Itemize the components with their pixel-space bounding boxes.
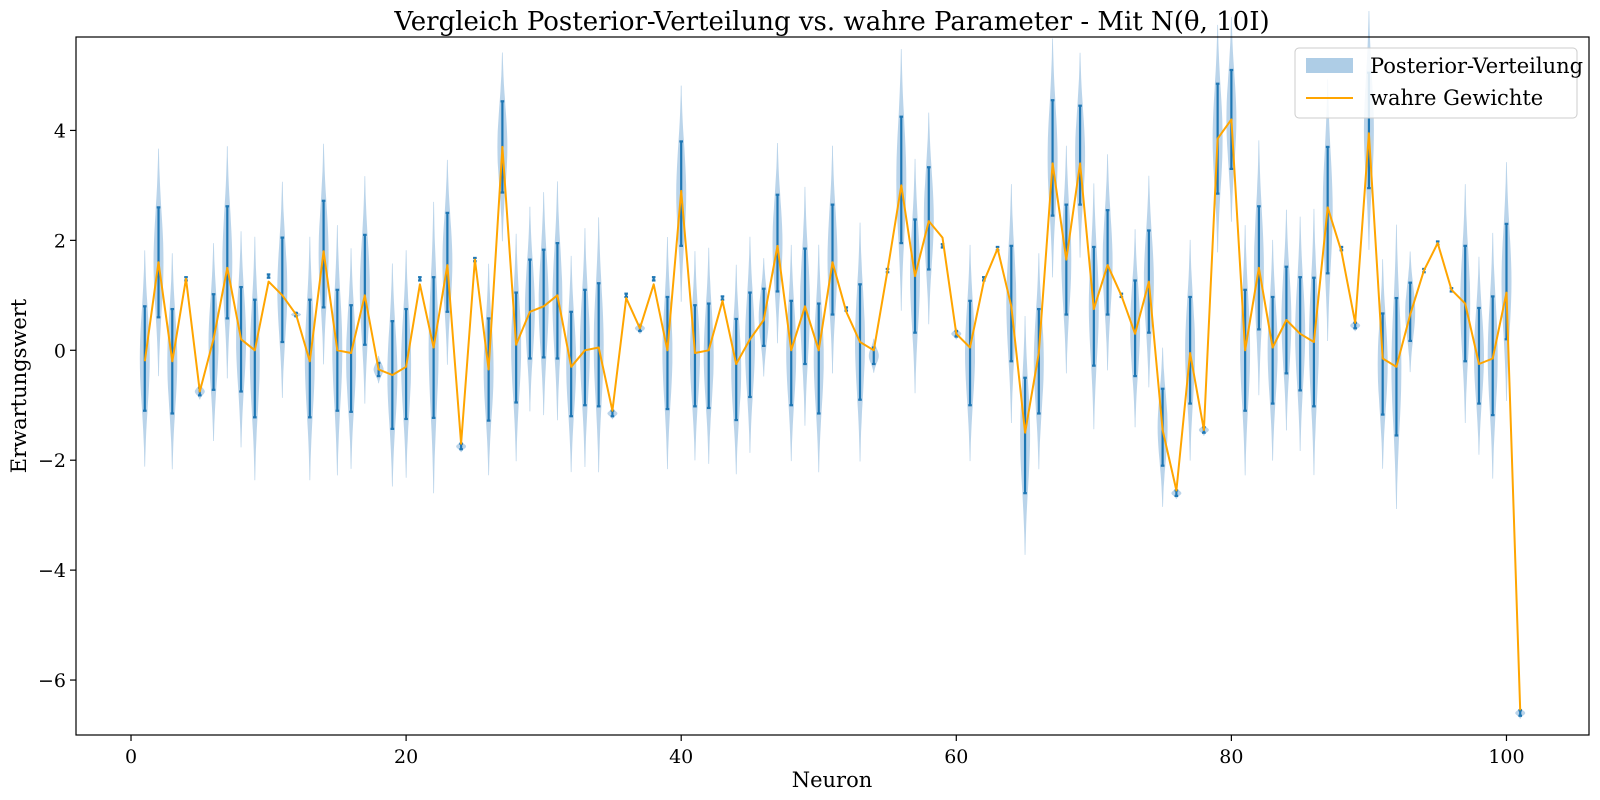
- x-tick-label: 0: [125, 746, 137, 768]
- axis-ticks: 0 20 40 60 80 100 −6 −4 −2 0 2 4: [38, 120, 1525, 768]
- plot-frame: [75, 36, 1590, 736]
- posterior-errorbar: [734, 317, 739, 422]
- posterior-errorbar: [816, 302, 821, 415]
- posterior-errorbar: [1380, 312, 1385, 416]
- posterior-errorbar: [1105, 209, 1110, 316]
- posterior-errorbar: [693, 304, 697, 408]
- y-axis-label: Erwartungswert: [7, 298, 31, 473]
- posterior-errorbar: [720, 295, 725, 301]
- y-tick-label: 0: [54, 340, 66, 362]
- y-tick-label: −2: [38, 450, 66, 472]
- legend-posterior-patch: [1306, 58, 1353, 73]
- posterior-errorbar: [706, 302, 711, 410]
- posterior-errorbar: [514, 291, 518, 404]
- posterior-errorbar: [651, 276, 656, 282]
- posterior-errorbar: [775, 193, 780, 293]
- posterior-errorbar: [555, 242, 560, 360]
- y-tick-label: 2: [54, 230, 66, 252]
- x-tick-label: 100: [1488, 746, 1524, 768]
- x-tick-label: 80: [1219, 746, 1243, 768]
- posterior-errorbar: [1188, 295, 1192, 405]
- posterior-errorbar: [926, 166, 931, 271]
- legend: Posterior-Verteilung wahre Gewichte: [1294, 47, 1583, 119]
- posterior-errorbar: [665, 295, 670, 411]
- posterior-errorbar: [1023, 376, 1027, 495]
- posterior-errorbar: [1133, 279, 1137, 378]
- chart-title: Vergleich Posterior-Verteilung vs. wahre…: [393, 7, 1269, 37]
- y-tick-label: −6: [38, 670, 66, 692]
- posterior-errorbar: [266, 273, 271, 279]
- posterior-errorbar: [899, 115, 904, 245]
- posterior-errorbar: [225, 205, 230, 320]
- posterior-errorbar: [1050, 99, 1055, 217]
- x-tick-label: 20: [394, 746, 418, 768]
- legend-box: [1294, 47, 1578, 119]
- posterior-errorbar: [596, 282, 601, 408]
- posterior-errorbar: [528, 258, 532, 360]
- posterior-errorbar: [349, 304, 353, 413]
- posterior-errorbar: [253, 298, 257, 419]
- posterior-errorbar: [1477, 306, 1481, 405]
- posterior-errorbar: [1037, 307, 1041, 415]
- posterior-errorbar: [541, 248, 546, 359]
- posterior-errorbar: [830, 203, 835, 316]
- posterior-errorbar: [624, 292, 628, 299]
- y-tick-label: −4: [38, 560, 66, 582]
- x-tick-label: 40: [669, 746, 693, 768]
- legend-true-weights-label: wahre Gewichte: [1370, 86, 1543, 110]
- posterior-errorbar: [789, 299, 794, 407]
- posterior-errorbar: [418, 276, 422, 282]
- posterior-errorbar: [1270, 295, 1275, 405]
- legend-posterior-label: Posterior-Verteilung: [1370, 54, 1583, 78]
- posterior-errorbar: [583, 288, 587, 407]
- plot-marks: [139, 11, 1526, 719]
- x-axis-label: Neuron: [792, 768, 873, 792]
- posterior-errorbar: [968, 299, 972, 407]
- posterior-errorbar: [1078, 104, 1082, 206]
- posterior-errorbar: [280, 236, 285, 344]
- x-tick-label: 60: [944, 746, 968, 768]
- posterior-errorbar: [445, 211, 450, 313]
- y-tick-label: 4: [54, 120, 66, 142]
- true-weights-line: [143, 118, 1522, 711]
- posterior-errorbar: [363, 233, 367, 346]
- posterior-errorbar: [748, 291, 752, 399]
